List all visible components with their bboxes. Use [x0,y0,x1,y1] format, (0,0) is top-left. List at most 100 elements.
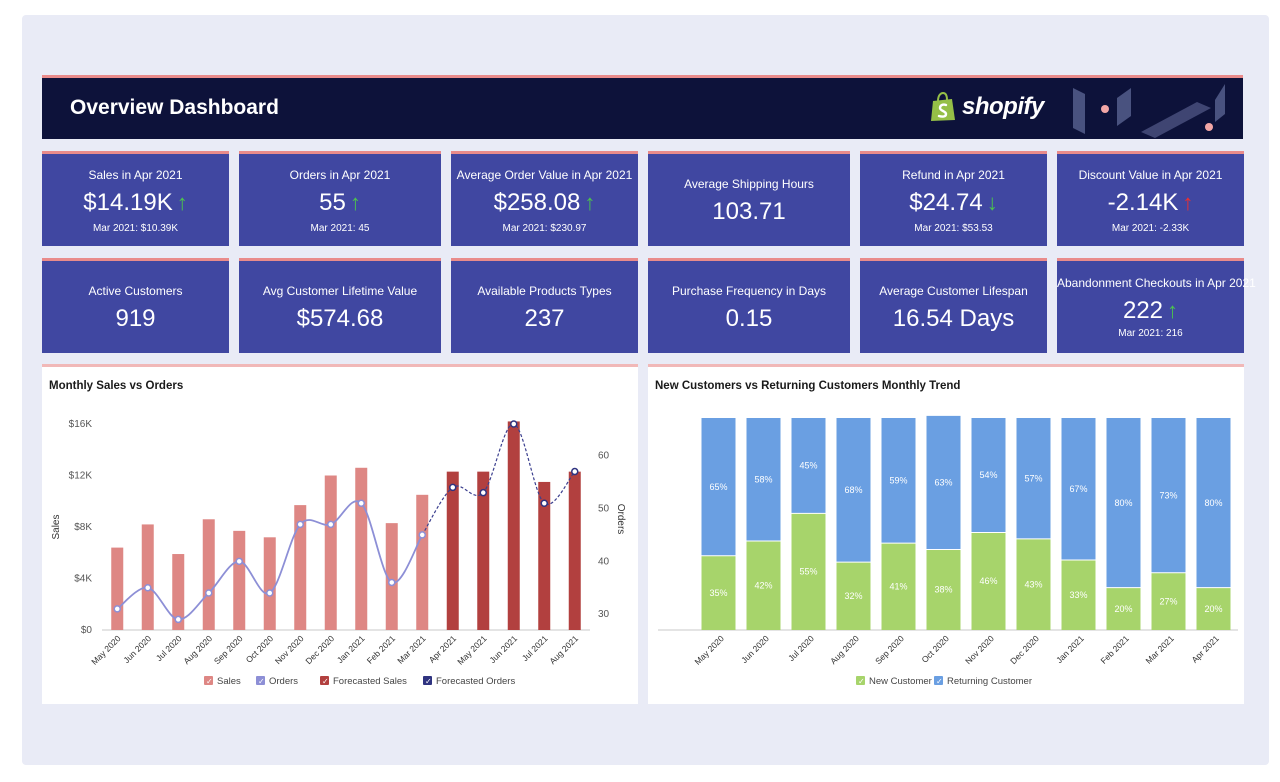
y2-tick-label: 60 [598,451,610,462]
x-tick-label: Nov 2020 [273,633,306,666]
kpi-subtitle: Mar 2021: 45 [310,223,370,234]
kpi-value: 237 [524,305,565,332]
x-tick-label: Oct 2020 [244,633,276,665]
new-customer-label: 42% [754,580,772,590]
kpi-value: 16.54 Days [892,305,1015,332]
kpi-value-row: 55 ↑ [239,189,441,217]
sales-bar [324,475,337,630]
new-customer-bar [701,555,736,630]
sales-bar [568,471,581,630]
new-customer-bar [1196,587,1231,630]
y-tick-label: $16K [69,419,93,430]
kpi-value-row: $24.74 ↓ [860,189,1047,217]
kpi-value: 55 [319,189,346,216]
orders-point [205,589,213,597]
x-tick-label: Nov 2020 [963,633,996,666]
kpi-card-lifetime-value: Avg Customer Lifetime Value $574.68 [239,258,441,353]
kpi-title: Refund in Apr 2021 [902,168,1005,182]
customers-trend-chart: 35% 65% May 2020 42% 58% Jun 2020 55% 45% Jul 20… [658,415,1238,687]
new-customer-label: 43% [1024,579,1042,589]
legend-check-icon: ✓ [858,677,865,686]
sales-bar [111,547,124,630]
new-customer-label: 38% [934,585,952,595]
returning-customer-bar [1016,418,1051,539]
kpi-subtitle: Mar 2021: $53.53 [914,223,993,234]
x-tick-label: Jun 2020 [739,633,771,665]
new-customer-label: 20% [1114,604,1132,614]
returning-customer-label: 58% [754,474,772,484]
new-customer-label: 55% [799,567,817,577]
x-tick-label: May 2021 [455,633,489,667]
kpi-subtitle: Mar 2021: -2.33K [1111,223,1190,234]
kpi-value: -2.14K [1107,189,1179,216]
kpi-title: Abandonment Checkouts in Apr 2021 [1057,276,1256,290]
legend-swatch [856,676,865,685]
returning-customer-label: 63% [934,478,952,488]
arrow-up-icon: ↑ [1167,298,1179,323]
x-tick-label: Jul 2020 [154,633,184,663]
kpi-card-purchase-frequency: Purchase Frequency in Days 0.15 [648,258,850,353]
legend-check-icon: ✓ [425,677,432,686]
sales-bar [385,523,398,630]
x-tick-label: Dec 2020 [303,633,336,666]
arrow-up-icon: ↑ [349,190,361,215]
chart-title: Monthly Sales vs Orders [49,380,184,392]
orders-point [174,615,182,624]
kpi-card-product-types: Available Products Types 237 [451,258,638,353]
y-tick-label: $8K [74,522,92,533]
kpi-value-row: -2.14K ↑ [1057,189,1244,217]
legend-swatch [320,676,329,685]
new-customer-bar [881,543,916,630]
new-customer-bar [1016,538,1051,630]
x-tick-label: Apr 2021 [1189,633,1221,665]
legend-label: Sales [217,676,241,687]
new-customer-label: 35% [709,588,727,598]
orders-point [388,578,396,587]
legend-label: Forecasted Orders [436,676,515,687]
y-tick-label: $12K [69,471,93,482]
legend-swatch [934,676,943,685]
returning-customer-label: 59% [889,476,907,486]
returning-customer-bar [836,418,871,563]
legend-swatch [256,676,265,685]
kpi-title: Avg Customer Lifetime Value [262,284,418,298]
x-tick-label: Sep 2020 [873,633,906,666]
x-tick-label: Jul 2021 [520,633,550,663]
sales-orders-panel: Monthly Sales vs Orders $0 $4K $8K $12K $16K… [42,364,638,704]
returning-customer-label: 45% [799,461,817,471]
sales-bar [446,471,459,630]
x-tick-label: Mar 2021 [395,633,428,666]
sales-bar [233,530,246,630]
x-tick-label: Dec 2020 [1008,633,1041,666]
x-tick-label: Aug 2020 [828,633,861,666]
kpi-value: $258.08 [493,189,581,216]
returning-customer-label: 65% [709,482,727,492]
x-tick-label: Apr 2021 [427,633,459,665]
orders-point [327,520,335,529]
kpi-value-row: $258.08 ↑ [451,189,638,217]
x-tick-label: Jan 2021 [335,633,367,665]
legend-label: Returning Customer [947,676,1032,687]
kpi-value: 222 [1122,297,1164,324]
kpi-subtitle: Mar 2021: 216 [1118,328,1183,339]
sales-orders-chart: $0 $4K $8K $12K $16K 30 40 50 60 Sales Orders May 2… [51,419,626,687]
new-customer-label: 41% [889,582,907,592]
orders-point [418,531,426,539]
legend-check-icon: ✓ [258,677,265,686]
sales-bar [294,505,307,630]
kpi-value: 919 [115,305,156,332]
returning-customer-bar [1151,418,1186,573]
arrow-up-icon: ↑ [584,190,596,215]
dashboard-header: Overview Dashboard shopify [42,75,1243,139]
new-customer-bar [746,540,781,630]
y-tick-label: $0 [81,625,93,636]
new-customer-label: 27% [1159,596,1177,606]
kpi-card-average-order-value: Average Order Value in Apr 2021 $258.08 ↑… [451,151,638,246]
y-axis-label: Sales [51,514,62,539]
header-decoration-icon [1073,84,1225,138]
x-tick-label: Jan 2021 [1054,633,1086,665]
kpi-card-orders: Orders in Apr 2021 55 ↑ Mar 2021: 45 [239,151,441,246]
x-tick-label: Feb 2021 [1098,633,1131,666]
y2-tick-label: 30 [598,609,610,620]
customers-trend-panel: New Customers vs Returning Customers Mon… [648,364,1244,704]
